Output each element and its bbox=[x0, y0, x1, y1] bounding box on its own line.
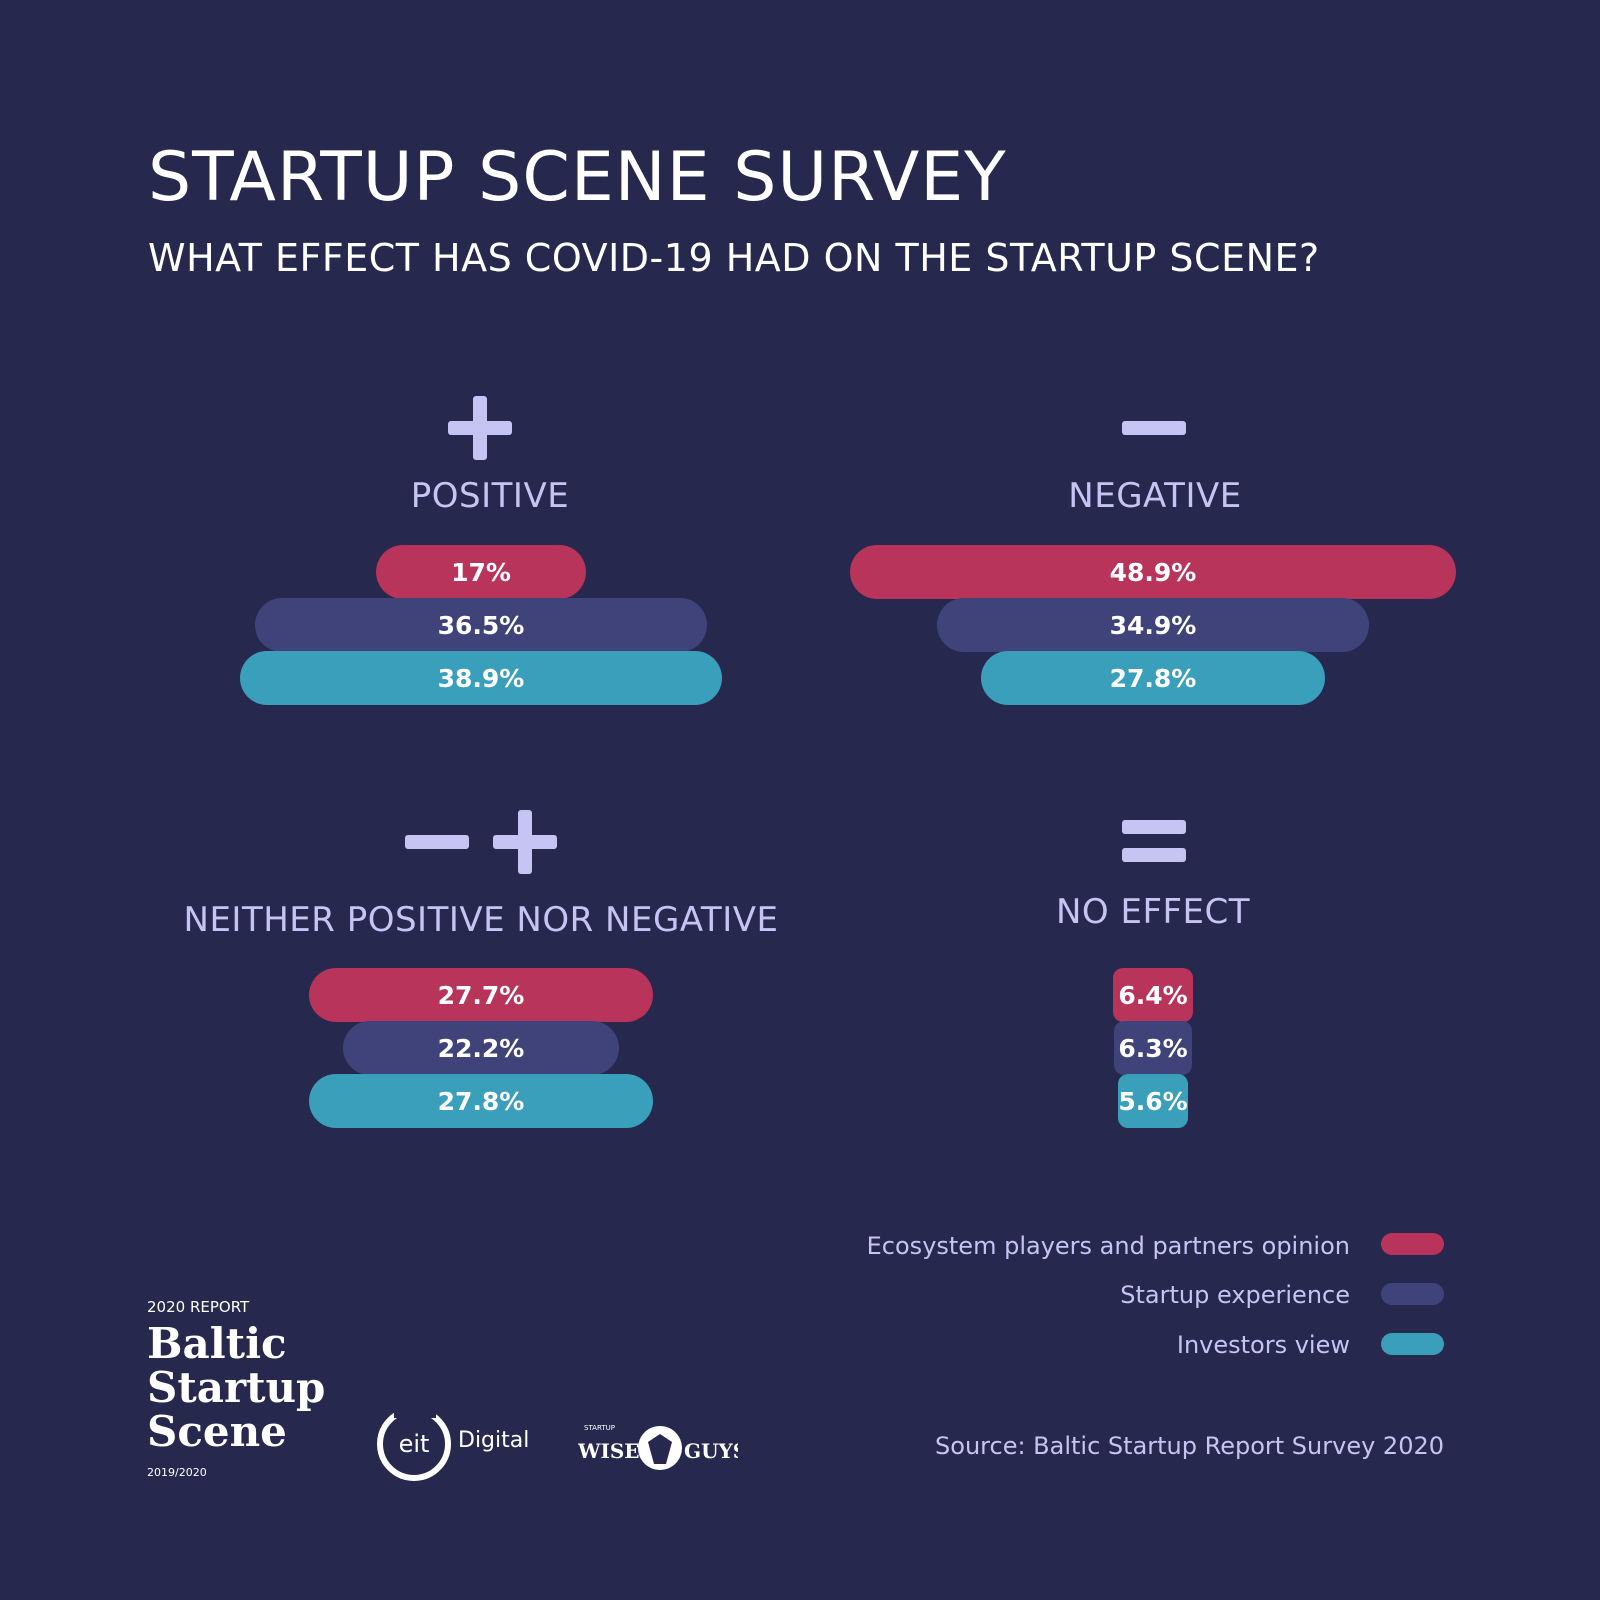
minus-icon bbox=[1122, 421, 1186, 435]
bar-neither-startup: 22.2% bbox=[343, 1021, 619, 1075]
svg-text:GUYS: GUYS bbox=[684, 1439, 738, 1463]
legend-label-ecosystem: Ecosystem players and partners opinion bbox=[866, 1232, 1350, 1260]
legend-swatch-investors bbox=[1381, 1333, 1444, 1355]
svg-text:WISE: WISE bbox=[578, 1439, 640, 1463]
legend-label-startup: Startup experience bbox=[1120, 1281, 1350, 1309]
bar-no-effect-investors: 5.6% bbox=[1118, 1074, 1188, 1128]
source-note: Source: Baltic Startup Report Survey 202… bbox=[935, 1432, 1444, 1460]
category-label-negative: NEGATIVE bbox=[1068, 476, 1242, 516]
value-label-negative-investors: 27.8% bbox=[1109, 663, 1197, 693]
brand-logo: Baltic Startup Scene bbox=[147, 1319, 326, 1456]
eit-logo-icon: eit bbox=[377, 1404, 451, 1481]
value-label-positive-investors: 38.9% bbox=[437, 663, 525, 693]
minus-plus-icon bbox=[405, 810, 557, 874]
svg-text:eit: eit bbox=[399, 1430, 430, 1458]
bar-negative-investors: 27.8% bbox=[980, 651, 1326, 705]
value-label-neither-investors: 27.8% bbox=[437, 1086, 525, 1116]
category-label-no-effect: NO EFFECT bbox=[1055, 892, 1251, 932]
bar-no-effect-startup: 6.3% bbox=[1113, 1021, 1193, 1075]
bar-neither-ecosystem: 27.7% bbox=[309, 968, 653, 1022]
value-label-positive-startup: 36.5% bbox=[437, 610, 525, 640]
value-label-negative-startup: 34.9% bbox=[1109, 610, 1197, 640]
value-label-neither-startup: 22.2% bbox=[437, 1033, 525, 1063]
bar-negative-ecosystem: 48.9% bbox=[849, 545, 1457, 599]
eit-digital-label: Digital bbox=[458, 1428, 530, 1453]
svg-text:STARTUP: STARTUP bbox=[584, 1424, 615, 1432]
bar-neither-investors: 27.8% bbox=[308, 1074, 654, 1128]
value-label-no-effect-investors: 5.6% bbox=[1118, 1086, 1188, 1116]
value-label-negative-ecosystem: 48.9% bbox=[1109, 557, 1197, 587]
bar-negative-startup: 34.9% bbox=[936, 598, 1370, 652]
chart-subtitle: WHAT EFFECT HAS COVID-19 HAD ON THE STAR… bbox=[148, 236, 1320, 280]
bar-positive-investors: 38.9% bbox=[239, 651, 723, 705]
equals-icon bbox=[1122, 820, 1186, 862]
plus-icon bbox=[448, 396, 512, 460]
category-label-positive: POSITIVE bbox=[410, 476, 570, 516]
category-label-neither: NEITHER POSITIVE NOR NEGATIVE bbox=[183, 900, 779, 940]
value-label-positive-ecosystem: 17% bbox=[451, 557, 511, 587]
bar-positive-startup: 36.5% bbox=[254, 598, 708, 652]
chart-title: STARTUP SCENE SURVEY bbox=[148, 138, 1007, 217]
bar-positive-ecosystem: 17% bbox=[375, 545, 587, 599]
brand-years: 2019/2020 bbox=[147, 1466, 207, 1479]
legend-swatch-ecosystem bbox=[1381, 1233, 1444, 1255]
value-label-no-effect-ecosystem: 6.4% bbox=[1118, 980, 1188, 1010]
value-label-neither-ecosystem: 27.7% bbox=[437, 980, 525, 1010]
legend-swatch-startup bbox=[1381, 1283, 1444, 1305]
report-label: 2020 REPORT bbox=[147, 1298, 250, 1316]
bar-no-effect-ecosystem: 6.4% bbox=[1113, 968, 1193, 1022]
legend-label-investors: Investors view bbox=[1176, 1331, 1350, 1359]
startup-wise-guys-logo-icon: STARTUP WISE GUYS bbox=[578, 1424, 738, 1470]
value-label-no-effect-startup: 6.3% bbox=[1118, 1033, 1188, 1063]
